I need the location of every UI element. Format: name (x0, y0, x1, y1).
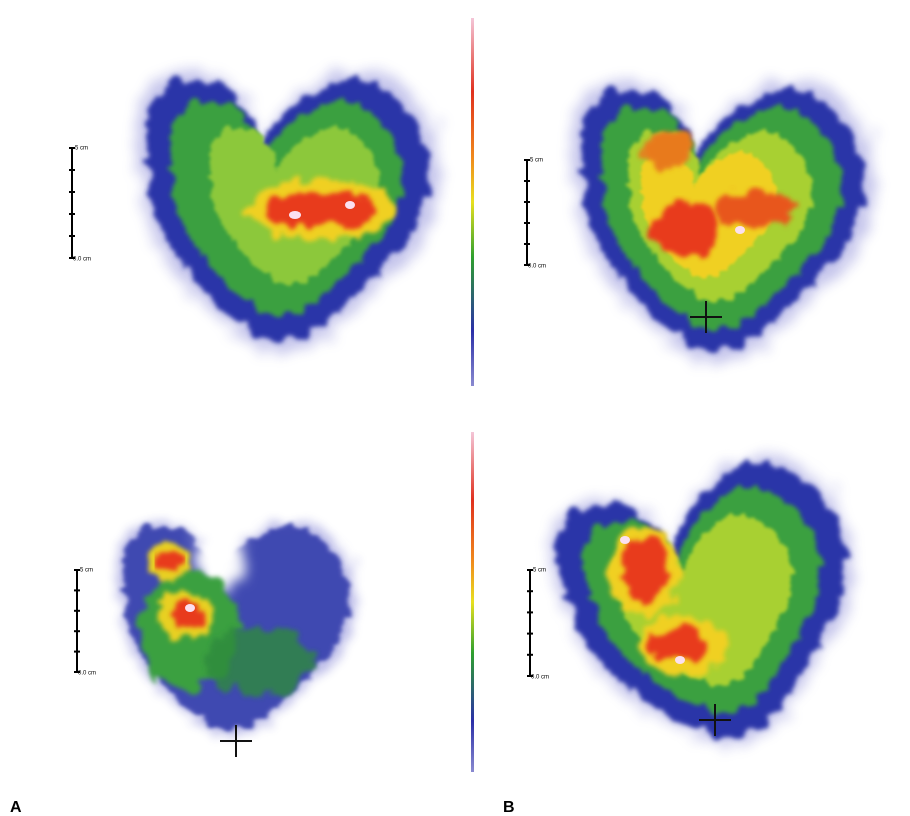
scale-label: 0.0 cm (78, 671, 96, 677)
scale-label: 0.0 cm (531, 675, 549, 681)
color-bar (471, 18, 474, 386)
scale-bar: 5 cm 0.0 cm (74, 568, 96, 677)
scale-label: 5 cm (530, 158, 543, 164)
panel-label: A (10, 799, 22, 816)
panel-label: B (503, 799, 515, 816)
marker-cross (220, 725, 252, 757)
scale-label: 0.0 cm (528, 264, 546, 270)
scan-image (537, 437, 895, 780)
scan-image (571, 79, 876, 363)
scan-image (136, 69, 441, 353)
marker-cross (690, 301, 722, 333)
scale-bar: 5 cm 0.0 cm (69, 146, 91, 263)
marker-cross (699, 704, 731, 736)
color-bar (471, 432, 474, 772)
scan-image (117, 521, 357, 737)
scale-label: 5 cm (75, 146, 88, 152)
scale-bar: 5 cm 0.0 cm (527, 568, 549, 681)
scale-bars: 5 cm 0.0 cm 5 cm 0.0 cm 5 cm 0.0 cm 5 cm 0.0 cm (69, 146, 549, 681)
scale-bar: 5 cm 0.0 cm (524, 158, 546, 270)
scale-label: 5 cm (80, 568, 93, 574)
scale-label: 5 cm (533, 568, 546, 574)
scale-label: 0.0 cm (73, 257, 91, 263)
